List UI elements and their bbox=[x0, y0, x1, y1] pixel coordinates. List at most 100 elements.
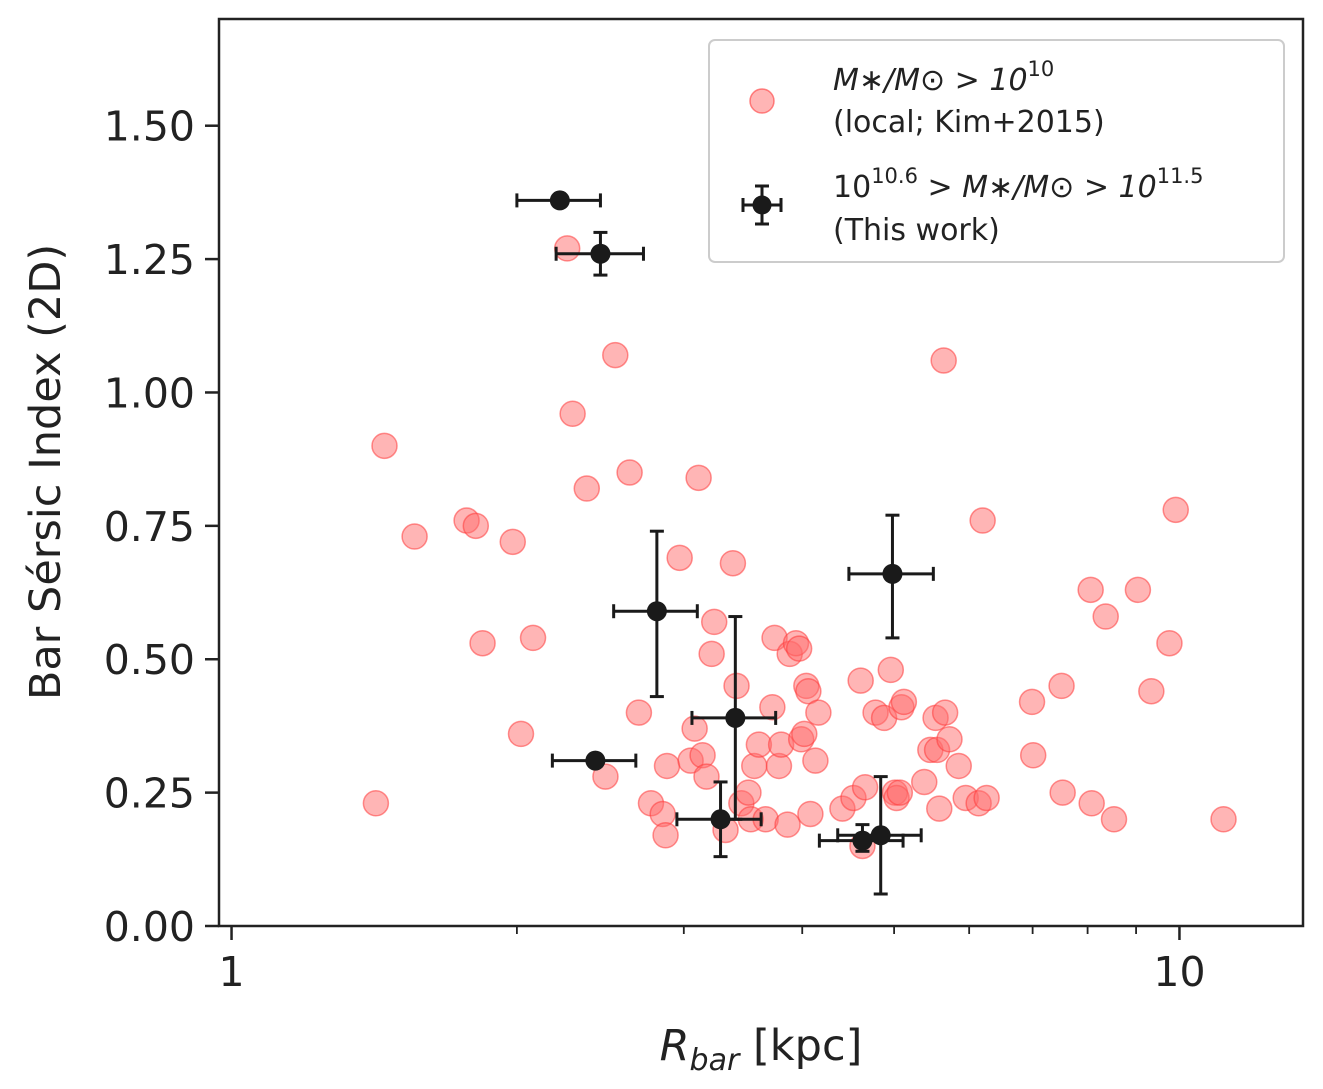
local-point-79 bbox=[1019, 742, 1047, 769]
local-point-0 bbox=[371, 432, 398, 460]
local-point-12 bbox=[592, 763, 619, 790]
legend-label-this-work: 1010.6 > M∗/M⊙ > 1011.5 bbox=[833, 164, 1203, 205]
local-point-86 bbox=[1124, 576, 1152, 604]
local-point-85 bbox=[1100, 806, 1128, 833]
this-work-point-2 bbox=[612, 529, 699, 699]
x-tick-label-1: 10 bbox=[1153, 948, 1205, 996]
local-point-56 bbox=[851, 774, 879, 801]
local-point-82 bbox=[1077, 576, 1104, 604]
x-axis-title: Rbar [kpc] bbox=[660, 1021, 863, 1078]
y-tick-label-5: 1.25 bbox=[104, 236, 195, 284]
legend-sub-this-work: (This work) bbox=[833, 213, 1000, 248]
local-point-54 bbox=[847, 667, 874, 694]
local-point-37 bbox=[759, 694, 786, 721]
local-point-65 bbox=[911, 768, 938, 796]
y-tick-label-0: 0.00 bbox=[104, 903, 195, 951]
legend-local-exp: 10 bbox=[1028, 57, 1055, 81]
this-work-point-5 bbox=[690, 615, 778, 821]
local-point-13 bbox=[602, 341, 629, 369]
legend-tw-exp2: 11.5 bbox=[1157, 164, 1204, 188]
local-point-35 bbox=[745, 731, 773, 758]
local-point-14 bbox=[616, 459, 643, 486]
this-work-marker-3 bbox=[585, 750, 606, 771]
legend-local-math: M∗/M⊙ > 10 bbox=[833, 63, 1028, 98]
local-point-51 bbox=[805, 699, 832, 726]
local-point-76 bbox=[969, 507, 996, 534]
this-work-marker-0 bbox=[549, 190, 570, 211]
legend: M∗/M⊙ > 1010 (local; Kim+2015) 1010.6 > … bbox=[708, 39, 1285, 263]
this-work-point-0 bbox=[515, 190, 602, 211]
local-point-5 bbox=[469, 629, 496, 657]
local-point-48 bbox=[795, 677, 822, 705]
local-point-18 bbox=[652, 822, 679, 849]
local-point-49 bbox=[797, 800, 824, 828]
local-point-87 bbox=[1138, 677, 1165, 705]
y-tick-label-6: 1.50 bbox=[104, 103, 195, 151]
x-axis-title-unit: [kpc] bbox=[739, 1021, 862, 1071]
local-point-19 bbox=[653, 752, 681, 780]
y-axis-title: Bar Sérsic Index (2D) bbox=[21, 244, 71, 700]
this-work-series bbox=[515, 190, 935, 896]
local-point-9 bbox=[553, 235, 581, 262]
y-tick-label-3: 0.75 bbox=[104, 503, 195, 551]
legend-tw-mid: > M∗/M⊙ > 10 bbox=[918, 170, 1157, 205]
y-axis: 0.00 0.25 0.50 0.75 1.00 1.25 1.50 bbox=[104, 103, 219, 951]
local-point-8 bbox=[519, 624, 547, 652]
local-point-77 bbox=[973, 784, 1000, 812]
y-tick-label-1: 0.25 bbox=[104, 770, 195, 818]
legend-tw-exp1: 10.6 bbox=[871, 164, 918, 188]
local-point-4 bbox=[462, 512, 490, 540]
x-axis: 1 10 bbox=[218, 926, 1206, 996]
x-axis-title-main: R bbox=[660, 1021, 690, 1071]
local-point-20 bbox=[666, 544, 693, 572]
this-work-point-7 bbox=[836, 775, 923, 896]
local-point-2 bbox=[362, 790, 390, 817]
this-work-point-8 bbox=[847, 513, 935, 640]
local-point-80 bbox=[1048, 672, 1075, 700]
y-tick-label-2: 0.50 bbox=[104, 636, 195, 684]
local-point-88 bbox=[1156, 629, 1183, 657]
local-point-83 bbox=[1078, 790, 1105, 817]
legend-marker-this-work bbox=[741, 184, 783, 226]
local-point-62 bbox=[886, 779, 914, 806]
local-point-22 bbox=[681, 715, 708, 742]
this-work-marker-5 bbox=[725, 707, 746, 728]
legend-marker-local bbox=[749, 88, 775, 114]
local-series bbox=[362, 235, 1237, 860]
legend-label-local: M∗/M⊙ > 1010 bbox=[833, 57, 1054, 98]
local-point-84 bbox=[1092, 603, 1119, 630]
y-tick-label-4: 1.00 bbox=[104, 369, 195, 417]
local-point-78 bbox=[1018, 688, 1046, 716]
local-point-34 bbox=[741, 752, 768, 780]
local-point-26 bbox=[698, 640, 725, 668]
legend-sub-local: (local; Kim+2015) bbox=[833, 105, 1105, 140]
local-point-46 bbox=[791, 720, 818, 748]
local-point-32 bbox=[735, 779, 762, 806]
local-point-50 bbox=[802, 747, 829, 774]
local-point-90 bbox=[1210, 806, 1237, 833]
this-work-marker-4 bbox=[710, 809, 731, 830]
local-point-70 bbox=[930, 347, 957, 374]
this-work-point-4 bbox=[675, 780, 763, 859]
local-point-11 bbox=[573, 475, 601, 502]
this-work-marker-6 bbox=[852, 830, 873, 851]
local-point-64 bbox=[890, 688, 918, 716]
local-point-59 bbox=[877, 656, 905, 684]
local-point-25 bbox=[693, 763, 720, 790]
local-point-71 bbox=[931, 699, 959, 726]
this-work-marker-2 bbox=[646, 601, 667, 622]
this-work-point-1 bbox=[554, 230, 645, 277]
local-point-73 bbox=[945, 752, 972, 780]
local-point-41 bbox=[774, 811, 801, 838]
local-point-27 bbox=[700, 608, 728, 636]
local-point-72 bbox=[936, 726, 963, 753]
local-point-44 bbox=[785, 635, 813, 662]
this-work-marker-7 bbox=[870, 825, 891, 846]
local-point-29 bbox=[719, 549, 747, 577]
local-point-1 bbox=[401, 523, 428, 550]
legend-tw-pre: 10 bbox=[833, 170, 871, 205]
legend-box bbox=[708, 39, 1285, 263]
local-point-23 bbox=[685, 464, 712, 492]
local-point-15 bbox=[625, 699, 653, 726]
